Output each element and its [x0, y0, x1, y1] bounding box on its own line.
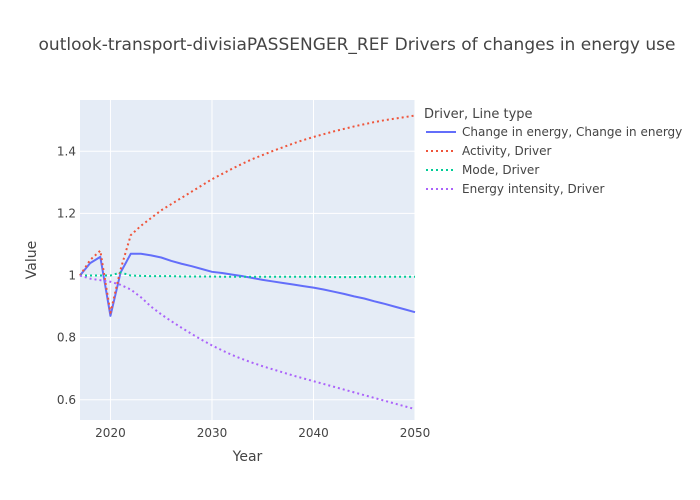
x-axis-title: Year	[232, 449, 263, 465]
legend: Driver, Line type Change in energy, Chan…	[424, 107, 682, 196]
legend-title: Driver, Line type	[424, 107, 533, 122]
y-axis-ticks: 0.6 0.8 1 1.2 1.4	[57, 144, 76, 407]
legend-label: Mode, Driver	[462, 163, 539, 177]
y-tick-label: 1	[68, 269, 76, 283]
chart-title: outlook-transport-divisiaPASSENGER_REF D…	[39, 35, 676, 55]
legend-label: Change in energy, Change in energy	[462, 125, 682, 139]
series-line	[79, 274, 416, 411]
y-tick-label: 0.6	[57, 393, 76, 407]
series-line	[80, 271, 415, 279]
y-tick-label: 1.2	[57, 206, 76, 220]
plot-area	[80, 100, 415, 420]
series-line	[79, 252, 416, 317]
y-tick-label: 0.8	[57, 331, 76, 345]
x-tick-label: 2050	[400, 426, 431, 440]
x-axis-ticks: 2020 2030 2040 2050	[95, 426, 430, 440]
y-axis-title: Value	[24, 241, 40, 279]
series-line	[79, 114, 416, 314]
y-tick-label: 1.4	[57, 144, 76, 158]
x-tick-label: 2040	[298, 426, 329, 440]
x-tick-label: 2030	[197, 426, 228, 440]
x-gridlines	[109, 100, 416, 420]
legend-label: Activity, Driver	[462, 144, 551, 158]
legend-label: Energy intensity, Driver	[462, 182, 604, 196]
x-tick-label: 2020	[95, 426, 126, 440]
series-lines	[79, 114, 416, 411]
